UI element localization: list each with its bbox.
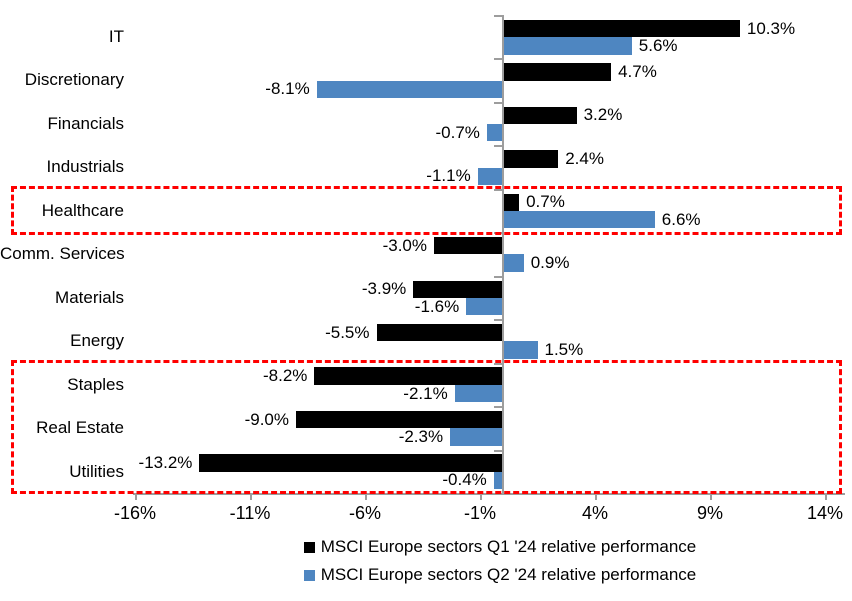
value-label: 3.2% [583, 105, 623, 125]
y-axis-tick [494, 449, 502, 452]
x-axis [133, 493, 845, 495]
value-label: 0.9% [530, 253, 570, 273]
bar-series-2 [450, 428, 503, 446]
x-axis-tick [595, 493, 597, 500]
value-label: -8.2% [262, 366, 308, 386]
value-label: 5.6% [638, 35, 678, 55]
value-label: -1.6% [414, 296, 460, 316]
value-label: 6.6% [661, 209, 701, 229]
category-label: Discretionary [24, 70, 124, 90]
value-label: 1.5% [544, 340, 584, 360]
bar-series-2 [466, 297, 503, 316]
y-axis-tick [494, 145, 502, 148]
bar-series-1 [503, 19, 740, 38]
x-axis-tick [710, 493, 712, 500]
category-label: Comm. Services [0, 244, 125, 264]
value-label: -13.2% [138, 453, 193, 473]
value-label: 2.4% [565, 148, 604, 168]
value-label: -2.1% [403, 383, 448, 403]
value-label: -5.5% [325, 322, 370, 342]
bar-series-2 [316, 80, 503, 99]
bar-series-1 [376, 323, 503, 342]
y-axis-tick [494, 101, 502, 104]
legend-item-q1: MSCI Europe sectors Q1 '24 relative perf… [148, 537, 852, 557]
value-label: -0.4% [442, 470, 487, 490]
value-label: -2.3% [398, 426, 444, 446]
value-label: 10.3% [746, 18, 796, 38]
value-label: 0.7% [526, 192, 565, 212]
x-tick-label: -1% [463, 503, 496, 523]
y-axis-tick [494, 319, 502, 322]
category-label: Energy [70, 331, 124, 351]
bar-series-2 [493, 471, 503, 490]
bar-series-2 [503, 341, 538, 359]
x-axis-tick [480, 493, 482, 500]
bar-series-2 [477, 167, 503, 185]
x-axis-tick [250, 493, 252, 500]
y-axis-tick [494, 15, 502, 17]
value-label: -8.1% [265, 79, 310, 99]
bar-series-1 [503, 63, 612, 81]
legend-label-q2: MSCI Europe sectors Q2 '24 relative perf… [320, 565, 697, 584]
value-label: -9.0% [244, 409, 289, 429]
bar-series-1 [413, 280, 503, 298]
category-label: IT [108, 27, 124, 46]
legend-item-q2: MSCI Europe sectors Q2 '24 relative perf… [148, 565, 852, 585]
value-label: 4.7% [618, 61, 657, 81]
y-axis [502, 15, 504, 493]
category-label: Healthcare [41, 200, 124, 220]
x-axis-tick [365, 493, 367, 500]
x-axis-tick [135, 493, 137, 500]
value-label: -0.7% [435, 122, 480, 142]
highlight-box [11, 186, 842, 235]
y-axis-tick [494, 232, 502, 235]
bar-series-1 [199, 454, 503, 472]
bar-series-2 [503, 37, 632, 55]
y-axis-tick [494, 362, 502, 365]
category-label: Financials [47, 113, 124, 133]
bar-series-1 [434, 237, 503, 255]
legend-swatch-q1-icon [303, 541, 315, 553]
category-label: Utilities [69, 461, 124, 481]
legend-swatch-q2-icon [303, 569, 315, 581]
bar-series-2 [486, 124, 503, 142]
legend-label-q1: MSCI Europe sectors Q1 '24 relative perf… [320, 537, 697, 556]
value-label: -3.9% [361, 279, 407, 299]
category-label: Staples [67, 374, 124, 394]
bar-series-2 [503, 211, 655, 229]
category-label: Real Estate [36, 418, 124, 438]
bar-series-1 [503, 193, 520, 211]
x-tick-label: 4% [581, 503, 608, 523]
bar-series-1 [296, 410, 503, 429]
category-label: Materials [55, 287, 124, 307]
bar-series-2 [503, 254, 524, 272]
y-axis-tick [494, 58, 502, 61]
x-axis-tick [825, 493, 827, 500]
y-axis-tick [494, 275, 502, 278]
y-axis-tick [494, 406, 502, 409]
category-label: Industrials [46, 157, 124, 177]
value-label: -1.1% [426, 166, 471, 186]
x-tick-label: -16% [113, 503, 157, 523]
x-tick-label: 9% [696, 503, 723, 523]
bar-series-1 [503, 150, 559, 168]
bar-series-1 [503, 106, 577, 125]
value-label: -3.0% [382, 235, 427, 255]
x-tick-label: -11% [229, 503, 271, 523]
x-tick-label: 14% [806, 503, 844, 523]
y-axis-tick [494, 188, 502, 191]
x-tick-label: -6% [348, 503, 381, 523]
bar-series-2 [454, 384, 503, 403]
bar-series-1 [314, 367, 503, 385]
